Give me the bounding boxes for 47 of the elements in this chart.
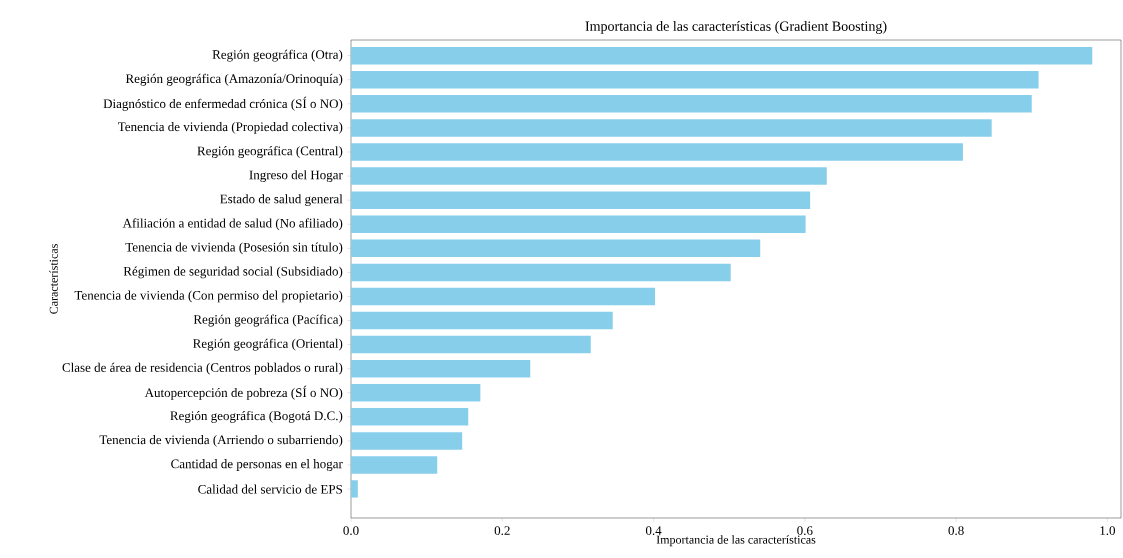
y-tick-label: Autopercepción de pobreza (SÍ o NO) bbox=[144, 385, 343, 400]
y-tick-label: Diagnóstico de enfermedad crónica (SÍ o NO) bbox=[103, 96, 343, 111]
x-tick-label: 0.8 bbox=[948, 526, 964, 536]
bar bbox=[351, 239, 761, 258]
bar bbox=[351, 70, 1039, 89]
y-tick-label: Región geográfica (Otra) bbox=[212, 49, 343, 62]
bar bbox=[351, 191, 811, 209]
bar bbox=[351, 456, 438, 474]
x-tick-label: 1.0 bbox=[1100, 526, 1116, 536]
y-tick-label: Tenencia de vivienda (Propiedad colectiva) bbox=[118, 122, 343, 134]
x-tick-label: 0.4 bbox=[645, 526, 662, 536]
y-tick-label: Cantidad de personas en el hogar bbox=[171, 459, 343, 471]
bar bbox=[351, 359, 531, 378]
bar bbox=[351, 384, 481, 402]
y-tick-label: Región geográfica (Oriental) bbox=[193, 338, 343, 351]
x-tick-label: 0.2 bbox=[494, 526, 510, 536]
bar bbox=[351, 287, 656, 306]
x-tick-label: 0.6 bbox=[797, 526, 813, 536]
y-tick-label: Régimen de seguridad social (Subsidiado) bbox=[123, 266, 343, 279]
y-tick-label: Región geográfica (Bogotá D.C.) bbox=[170, 410, 343, 423]
bar bbox=[351, 143, 963, 161]
bar bbox=[351, 167, 827, 185]
y-tick-label: Calidad del servicio de EPS bbox=[198, 484, 343, 494]
bar bbox=[351, 263, 731, 282]
bar bbox=[351, 335, 591, 354]
y-tick-label: Tenencia de vivienda (Posesión sin título) bbox=[125, 242, 343, 255]
x-tick-label: 0.0 bbox=[343, 526, 359, 536]
y-tick-label: Región geográfica (Amazonía/Orinoquía) bbox=[125, 73, 343, 86]
y-tick-label: Estado de salud general bbox=[220, 194, 343, 207]
y-tick-label: Ingreso del Hogar bbox=[249, 170, 343, 182]
y-tick-label: Región geográfica (Pacífica) bbox=[193, 314, 343, 327]
y-tick-label: Afiliación a entidad de salud (No afiliado) bbox=[122, 218, 343, 231]
y-tick-label: Clase de área de residencia (Centros poblados o rural) bbox=[62, 362, 343, 375]
bar bbox=[351, 215, 806, 233]
chart-title: Importancia de las características (Gradient Boosting) bbox=[585, 21, 887, 34]
bar bbox=[351, 46, 1093, 65]
bar bbox=[351, 95, 1032, 113]
bar bbox=[351, 408, 469, 426]
y-tick-label: Tenencia de vivienda (Arriendo o subarriendo) bbox=[99, 435, 343, 447]
bar bbox=[351, 311, 613, 330]
y-tick-label: Tenencia de vivienda (Con permiso del propietario) bbox=[74, 290, 343, 303]
x-axis-title: Importancia de las características bbox=[656, 535, 816, 547]
bar bbox=[351, 480, 358, 498]
bar bbox=[351, 432, 463, 450]
bar bbox=[351, 119, 992, 137]
y-tick-label: Región geográfica (Central) bbox=[197, 145, 343, 158]
y-axis-title: Características bbox=[49, 244, 58, 314]
